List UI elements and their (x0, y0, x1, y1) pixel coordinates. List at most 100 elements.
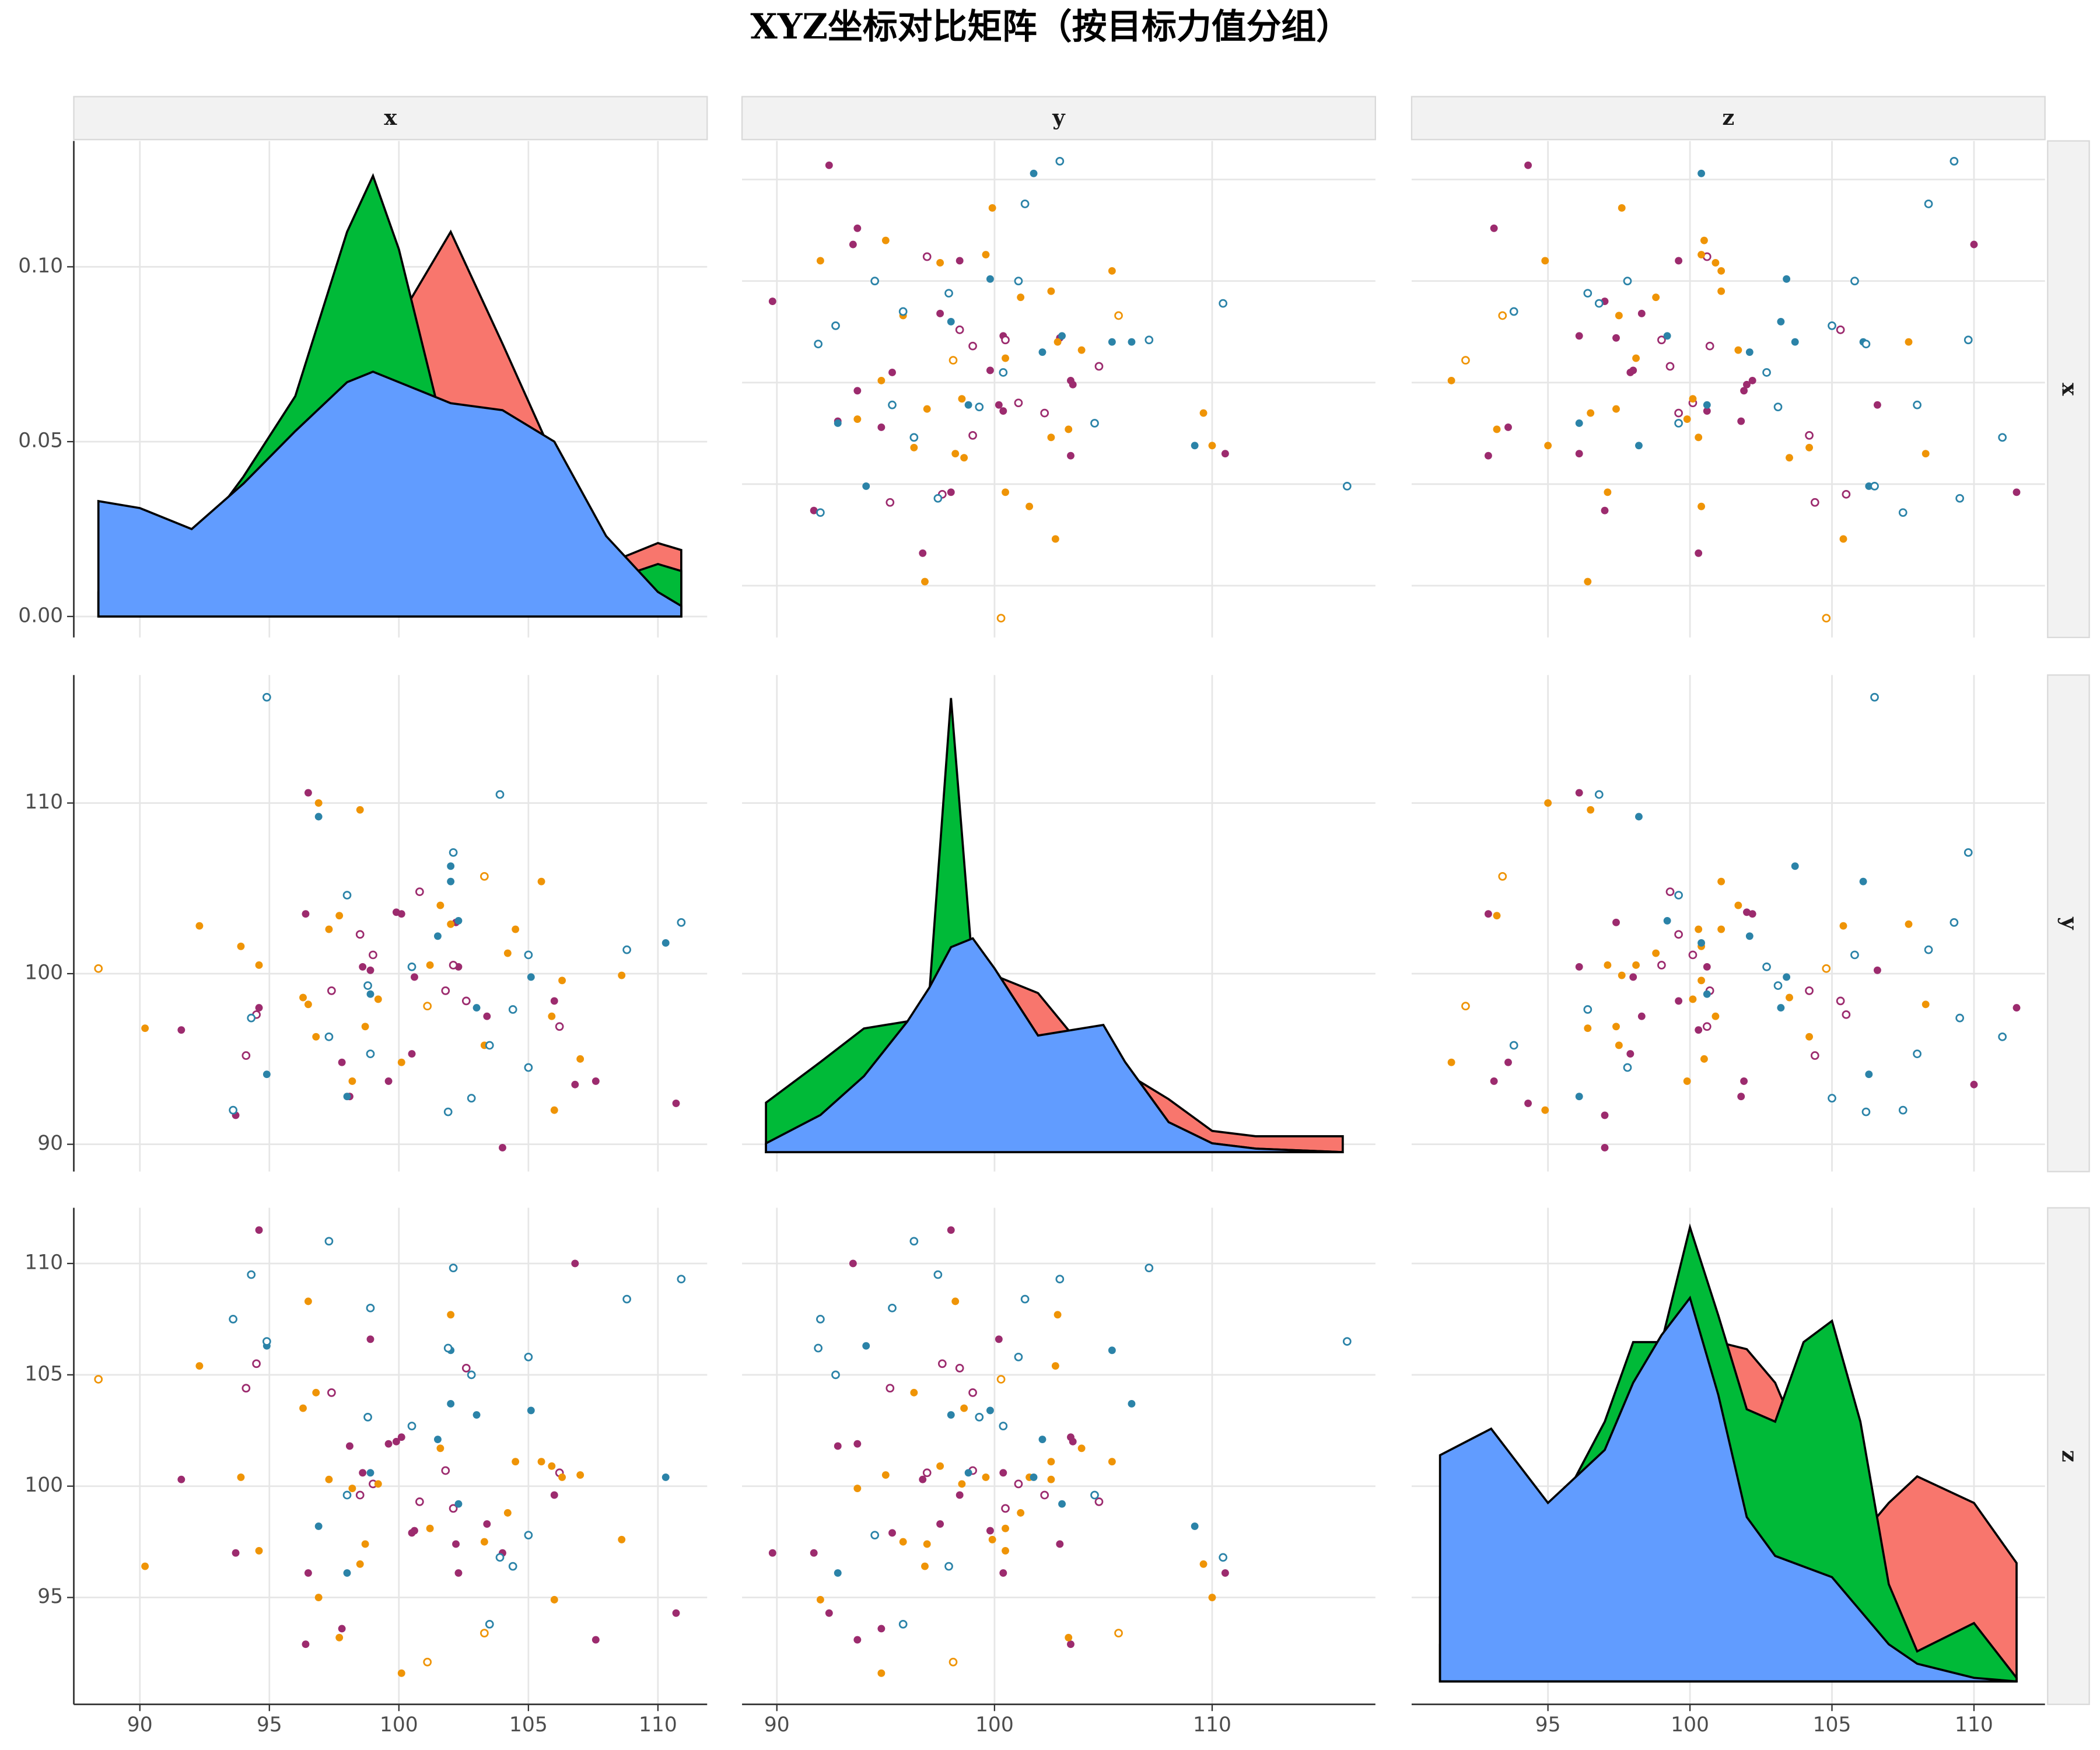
point (576, 1055, 584, 1063)
point (1604, 488, 1612, 496)
point (1734, 346, 1742, 354)
strip (1410, 96, 2046, 141)
point (324, 1032, 334, 1041)
point (1601, 506, 1609, 514)
point (834, 1569, 842, 1577)
point (1743, 380, 1751, 388)
point (441, 986, 450, 995)
point (369, 950, 377, 960)
point (1922, 450, 1930, 458)
point (1861, 340, 1871, 349)
point (1026, 502, 1034, 510)
point (467, 1094, 476, 1103)
point (1791, 338, 1799, 346)
point (558, 977, 566, 985)
point (1674, 891, 1683, 900)
point (1737, 1093, 1745, 1101)
point (242, 1384, 251, 1393)
strip-label: y (2057, 916, 2082, 930)
point (1705, 341, 1714, 351)
point (1461, 1002, 1470, 1011)
strip (2047, 674, 2090, 1172)
point (816, 1315, 825, 1324)
point (555, 1022, 564, 1031)
panel (1411, 141, 2045, 638)
point (944, 289, 953, 298)
point (947, 1226, 955, 1234)
point (1683, 1077, 1691, 1085)
point (1712, 259, 1720, 267)
point (831, 1370, 840, 1380)
point (1618, 971, 1626, 979)
point (975, 1413, 984, 1422)
strip-label: z (2057, 1450, 2082, 1462)
point (1955, 1013, 1964, 1023)
point (346, 1442, 354, 1450)
point (407, 963, 416, 971)
point (1002, 354, 1009, 362)
point (327, 986, 336, 995)
point (1637, 310, 1646, 317)
point (447, 1400, 455, 1408)
point (922, 1468, 932, 1478)
strip-label: y (1052, 104, 1066, 130)
point (449, 848, 458, 857)
point (195, 922, 204, 930)
point (949, 356, 958, 365)
point (1675, 997, 1683, 1005)
point (1870, 692, 1879, 702)
point (524, 950, 533, 960)
point (177, 1475, 186, 1483)
point (392, 1437, 400, 1446)
point (537, 877, 545, 886)
point (1051, 535, 1059, 543)
point (816, 508, 825, 517)
point (1618, 204, 1626, 212)
point (870, 1531, 880, 1540)
point (1698, 502, 1705, 510)
point (1002, 1524, 1009, 1532)
point (447, 920, 455, 928)
point (1484, 452, 1492, 460)
point (1791, 862, 1799, 870)
point (1342, 482, 1352, 491)
point (816, 257, 824, 265)
point (1629, 366, 1637, 374)
point (1777, 317, 1785, 326)
point (1998, 1032, 2007, 1041)
point (877, 424, 886, 431)
point (299, 993, 307, 1002)
density-area (1438, 1296, 2017, 1683)
point (1675, 257, 1683, 265)
point (1861, 1107, 1871, 1116)
point (1745, 932, 1754, 940)
point (348, 1077, 356, 1085)
point (1020, 1294, 1030, 1304)
point (1674, 408, 1683, 418)
point (361, 1023, 369, 1031)
point (255, 1004, 263, 1012)
point (411, 1527, 418, 1535)
point (1199, 1560, 1208, 1568)
point (1498, 311, 1507, 320)
point (853, 1485, 862, 1492)
point (342, 891, 352, 900)
strip (73, 96, 708, 141)
point (1055, 1275, 1065, 1284)
point (2013, 1004, 2021, 1012)
point (343, 1569, 351, 1577)
point (618, 1535, 626, 1544)
point (480, 872, 489, 881)
point (392, 908, 400, 916)
point (1700, 1055, 1708, 1063)
point (877, 376, 886, 384)
point (247, 1270, 256, 1279)
point (415, 1497, 424, 1506)
point (1635, 813, 1643, 821)
point (1014, 276, 1023, 286)
point (94, 1375, 103, 1384)
point (849, 240, 857, 249)
point (397, 1433, 405, 1441)
point (919, 549, 927, 557)
